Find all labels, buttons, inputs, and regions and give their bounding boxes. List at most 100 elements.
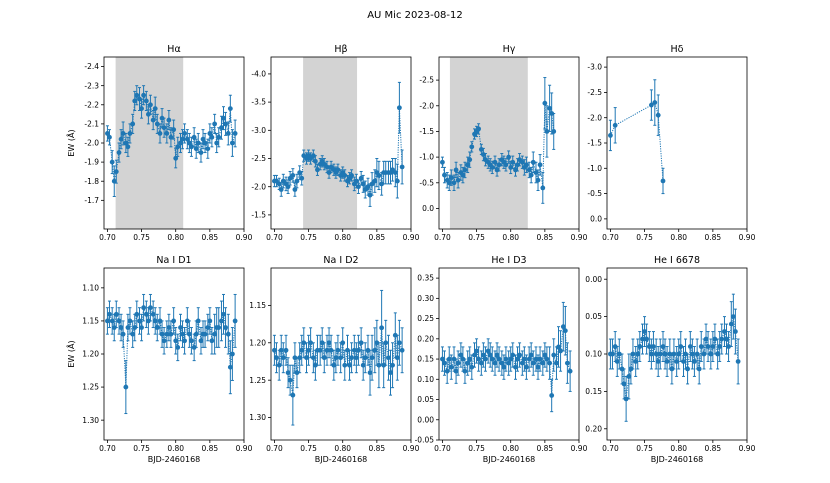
data-point <box>297 355 303 361</box>
x-tick-label: 0.90 <box>403 233 420 242</box>
shaded-region <box>303 57 358 229</box>
data-point <box>537 356 543 362</box>
data-point <box>141 92 147 98</box>
data-point <box>562 328 568 334</box>
data-point <box>198 338 204 344</box>
x-tick-label: 0.85 <box>705 233 722 242</box>
data-point <box>376 362 382 368</box>
data-point <box>134 92 140 98</box>
data-point <box>460 172 466 178</box>
y-tick-label: -2.0 <box>587 113 602 122</box>
data-point <box>107 311 112 317</box>
data-point <box>159 115 165 121</box>
x-axis-label: BJD-2460168 <box>483 455 536 464</box>
data-point <box>544 129 550 134</box>
data-point <box>465 360 471 366</box>
data-point <box>467 356 473 362</box>
data-point <box>442 360 447 366</box>
x-tick-label: 0.75 <box>636 444 653 453</box>
y-tick-label: 1.20 <box>249 338 266 347</box>
x-tick-label: 0.90 <box>571 444 588 453</box>
data-point <box>132 98 138 104</box>
data-point <box>467 157 473 163</box>
series-line <box>441 324 571 396</box>
data-point <box>608 133 613 138</box>
data-point <box>353 355 359 361</box>
x-tick-label: 0.80 <box>670 233 687 242</box>
data-point <box>118 136 124 142</box>
figure-suptitle: AU Mic 2023-08-12 <box>367 10 463 21</box>
y-tick-label: 1.20 <box>82 350 99 359</box>
data-point <box>648 102 654 108</box>
x-tick-label: 0.75 <box>468 444 485 453</box>
y-tick-label: -0.05 <box>415 436 435 445</box>
y-tick-label: 1.30 <box>249 413 266 422</box>
data-point <box>506 154 512 160</box>
x-tick-label: 0.85 <box>537 444 554 453</box>
data-point <box>216 325 222 330</box>
data-point <box>642 329 647 334</box>
data-point <box>195 140 201 146</box>
data-point <box>630 351 636 357</box>
data-point <box>191 344 197 350</box>
data-point <box>347 362 352 368</box>
data-point <box>178 140 183 146</box>
data-point <box>390 362 395 368</box>
y-tick-label: -2.1 <box>84 119 99 128</box>
data-point <box>335 167 341 173</box>
data-point <box>111 325 117 330</box>
data-point <box>469 364 475 370</box>
data-point <box>440 356 445 362</box>
y-tick-label: -1.8 <box>84 177 99 186</box>
data-point <box>294 370 300 376</box>
panel-8: 0.70 0.75 0.80 0.85 0.90 0.00 0.05 0.10 0.15 0.20… <box>585 255 755 464</box>
data-point <box>519 159 525 165</box>
data-point <box>148 102 153 108</box>
data-point <box>554 360 559 366</box>
data-point <box>109 318 115 324</box>
data-point <box>547 360 553 366</box>
data-point <box>294 178 300 184</box>
data-point <box>496 356 502 362</box>
x-tick-label: 0.75 <box>300 233 317 242</box>
x-axis-label: BJD-2460168 <box>148 455 201 464</box>
data-point <box>533 170 539 175</box>
data-point <box>113 311 119 317</box>
data-point <box>712 336 718 342</box>
data-point <box>528 172 534 178</box>
y-tick-label: 0.0 <box>422 204 434 213</box>
data-point <box>660 178 666 184</box>
data-point <box>328 347 334 353</box>
plot-frame <box>103 267 245 441</box>
data-point <box>644 336 650 342</box>
data-point <box>451 180 457 186</box>
data-point <box>549 393 555 398</box>
data-point <box>696 366 702 372</box>
data-point <box>494 352 500 358</box>
data-point <box>306 347 311 353</box>
data-point <box>724 336 729 342</box>
data-point <box>338 355 344 361</box>
y-tick-label: -2.5 <box>587 88 602 97</box>
data-point <box>455 177 461 183</box>
data-point <box>719 336 725 342</box>
data-point <box>637 344 643 349</box>
data-point <box>530 159 536 165</box>
data-point <box>186 140 192 146</box>
data-point <box>290 173 296 178</box>
data-point <box>360 181 366 187</box>
data-point <box>671 351 677 357</box>
data-point <box>386 355 391 361</box>
data-point <box>127 131 133 136</box>
data-point <box>212 331 218 337</box>
x-tick-label: 0.85 <box>705 444 722 453</box>
data-point <box>125 144 131 150</box>
y-tick-label: 1.10 <box>82 283 99 292</box>
data-point <box>161 125 167 131</box>
panel-grid: 0.70 0.75 0.80 0.85 0.90 -2.4 -2.3 -2.2 -2.1 -2.0… <box>65 44 756 464</box>
data-point <box>453 368 459 374</box>
data-point <box>526 356 532 362</box>
plot-frame <box>270 56 412 230</box>
data-point <box>219 318 224 324</box>
data-point <box>184 318 190 324</box>
